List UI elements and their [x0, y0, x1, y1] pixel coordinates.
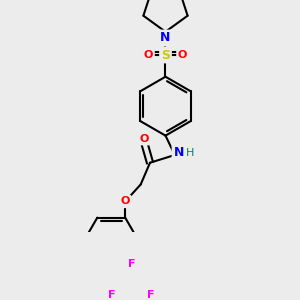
- Text: F: F: [147, 290, 154, 300]
- Text: F: F: [108, 290, 116, 300]
- Text: N: N: [173, 146, 184, 159]
- Text: O: O: [178, 50, 187, 60]
- Text: O: O: [144, 50, 153, 60]
- Text: H: H: [186, 148, 194, 158]
- Text: F: F: [128, 259, 135, 269]
- Text: O: O: [139, 134, 148, 144]
- Text: O: O: [121, 196, 130, 206]
- Text: N: N: [160, 32, 171, 44]
- Text: S: S: [161, 49, 170, 62]
